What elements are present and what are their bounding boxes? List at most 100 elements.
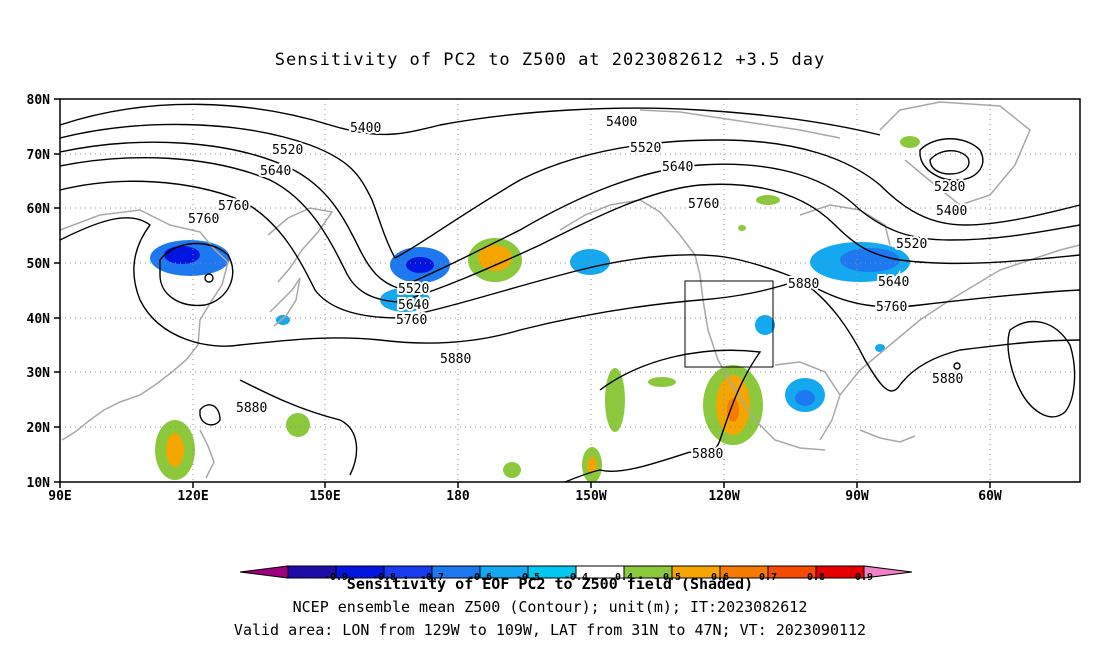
colorbar-label: 0.9	[855, 572, 873, 583]
contour-label: 5520	[896, 237, 927, 252]
shade-neg	[276, 315, 290, 325]
contour-line	[199, 404, 221, 426]
coast-caribbean	[859, 429, 916, 443]
shaded-sensitivity	[150, 136, 920, 482]
map-title: Sensitivity of PC2 to Z500 at 2023082612…	[274, 50, 826, 70]
axis-ticks	[54, 98, 991, 488]
colorbar-label: 0.5	[663, 572, 681, 583]
contour-label: 5760	[876, 300, 907, 315]
contour-label: 5400	[350, 121, 381, 136]
shade-neg	[795, 390, 815, 406]
contour-line	[60, 103, 881, 136]
valid-area-box	[684, 280, 774, 368]
contour-line	[953, 362, 961, 370]
contour-label: 5640	[662, 160, 693, 175]
lon-label: 150W	[575, 489, 606, 504]
contour-line	[919, 138, 984, 181]
contour-line	[60, 180, 401, 319]
shade-neg	[875, 344, 885, 352]
lat-label: 40N	[27, 312, 51, 327]
lat-label: 60N	[27, 202, 51, 217]
shade-pos	[738, 225, 746, 231]
plot-frame	[59, 98, 1081, 483]
shade-pos	[587, 457, 597, 473]
contour-line	[60, 156, 399, 303]
contour-label: 5880	[236, 401, 267, 416]
contour-line	[60, 123, 396, 259]
contour-label: 5880	[932, 372, 963, 387]
shade-pos	[166, 433, 184, 467]
coast-greenland	[879, 101, 1031, 206]
contour-line	[564, 451, 691, 482]
coast-alaska	[559, 199, 701, 276]
lat-label: 10N	[27, 476, 51, 491]
colorbar: -0.9 -0.8 -0.7 -0.6 -0.5 -0.4 0.4 0.5 0.6 0.7 0.8 0…	[239, 565, 913, 583]
colorbar-label: -0.7	[420, 572, 444, 583]
contour-line	[1007, 320, 1076, 418]
colorbar-label: -0.5	[516, 572, 540, 583]
contour-line	[60, 217, 801, 347]
longitude-labels: 90E 120E 150E 180 150W 120W 90W 60W	[48, 489, 1002, 504]
colorbar-label: -0.8	[372, 572, 396, 583]
caption-shaded: Sensitivity of EOF PC2 to Z500 field (Sh…	[346, 575, 754, 593]
coastlines	[60, 101, 1080, 479]
shade-neg	[164, 246, 200, 264]
colorbar-label: -0.6	[468, 572, 492, 583]
contour-label: 5280	[934, 180, 965, 195]
z500-contours	[60, 103, 1080, 482]
coast-hudson	[799, 204, 891, 246]
contour-label: 5760	[688, 197, 719, 212]
contour-line	[204, 273, 214, 283]
coast-namerica-east	[839, 244, 1080, 396]
colorbar-label: -0.9	[324, 572, 348, 583]
colorbar-label: -0.4	[564, 572, 588, 583]
caption-contour: NCEP ensemble mean Z500 (Contour); unit(…	[292, 598, 808, 616]
lon-label: 150E	[309, 489, 340, 504]
shade-neg	[570, 249, 610, 275]
shade-pos	[900, 136, 920, 148]
lon-label: 180	[446, 489, 470, 504]
coast-arctic	[639, 109, 841, 139]
contour-label: 5880	[788, 277, 819, 292]
lat-label: 70N	[27, 148, 51, 163]
colorbar-label: 0.8	[807, 572, 825, 583]
lat-label: 50N	[27, 257, 51, 272]
lat-label: 30N	[27, 366, 51, 381]
contour-label: 5640	[398, 298, 429, 313]
lat-label: 80N	[27, 93, 51, 108]
contour-label: 5880	[440, 352, 471, 367]
colorbar-label: 0.7	[759, 572, 777, 583]
contour-line	[239, 379, 358, 476]
shade-pos	[727, 398, 739, 422]
coast-namerica-west	[699, 274, 826, 451]
caption-valid-area: Valid area: LON from 129W to 109W, LAT f…	[233, 621, 867, 639]
contour-label: 5760	[218, 199, 249, 214]
contour-label: 5520	[630, 141, 661, 156]
contour-label: 5640	[260, 164, 291, 179]
shade-pos	[605, 368, 625, 432]
coast-asia	[60, 209, 229, 441]
lon-label: 60W	[978, 489, 1002, 504]
coast-japan	[269, 277, 301, 327]
lon-label: 90W	[845, 489, 869, 504]
contour-line	[394, 139, 1080, 259]
contour-line	[399, 254, 1080, 319]
shade-neg	[406, 257, 434, 273]
contour-label-group: 5400 5400 5520 5520 5640 5640 5760 5760 …	[186, 113, 969, 464]
coast-philippines	[199, 429, 215, 479]
contour-label: 5400	[936, 204, 967, 219]
contour-line	[799, 279, 1080, 392]
lon-label: 90E	[48, 489, 71, 504]
shade-pos	[648, 377, 676, 387]
contour-label: 5520	[398, 282, 429, 297]
colorbar-label: 0.4	[615, 572, 633, 583]
contour-label: 5400	[606, 115, 637, 130]
latitude-labels: 80N 70N 60N 50N 40N 30N 20N 10N	[27, 93, 51, 491]
contour-line	[397, 183, 1080, 303]
shade-pos	[503, 462, 521, 478]
colorbar-label: 0.6	[711, 572, 729, 583]
lat-label: 20N	[27, 421, 51, 436]
lon-label: 120W	[708, 489, 739, 504]
shade-neg	[840, 248, 900, 272]
